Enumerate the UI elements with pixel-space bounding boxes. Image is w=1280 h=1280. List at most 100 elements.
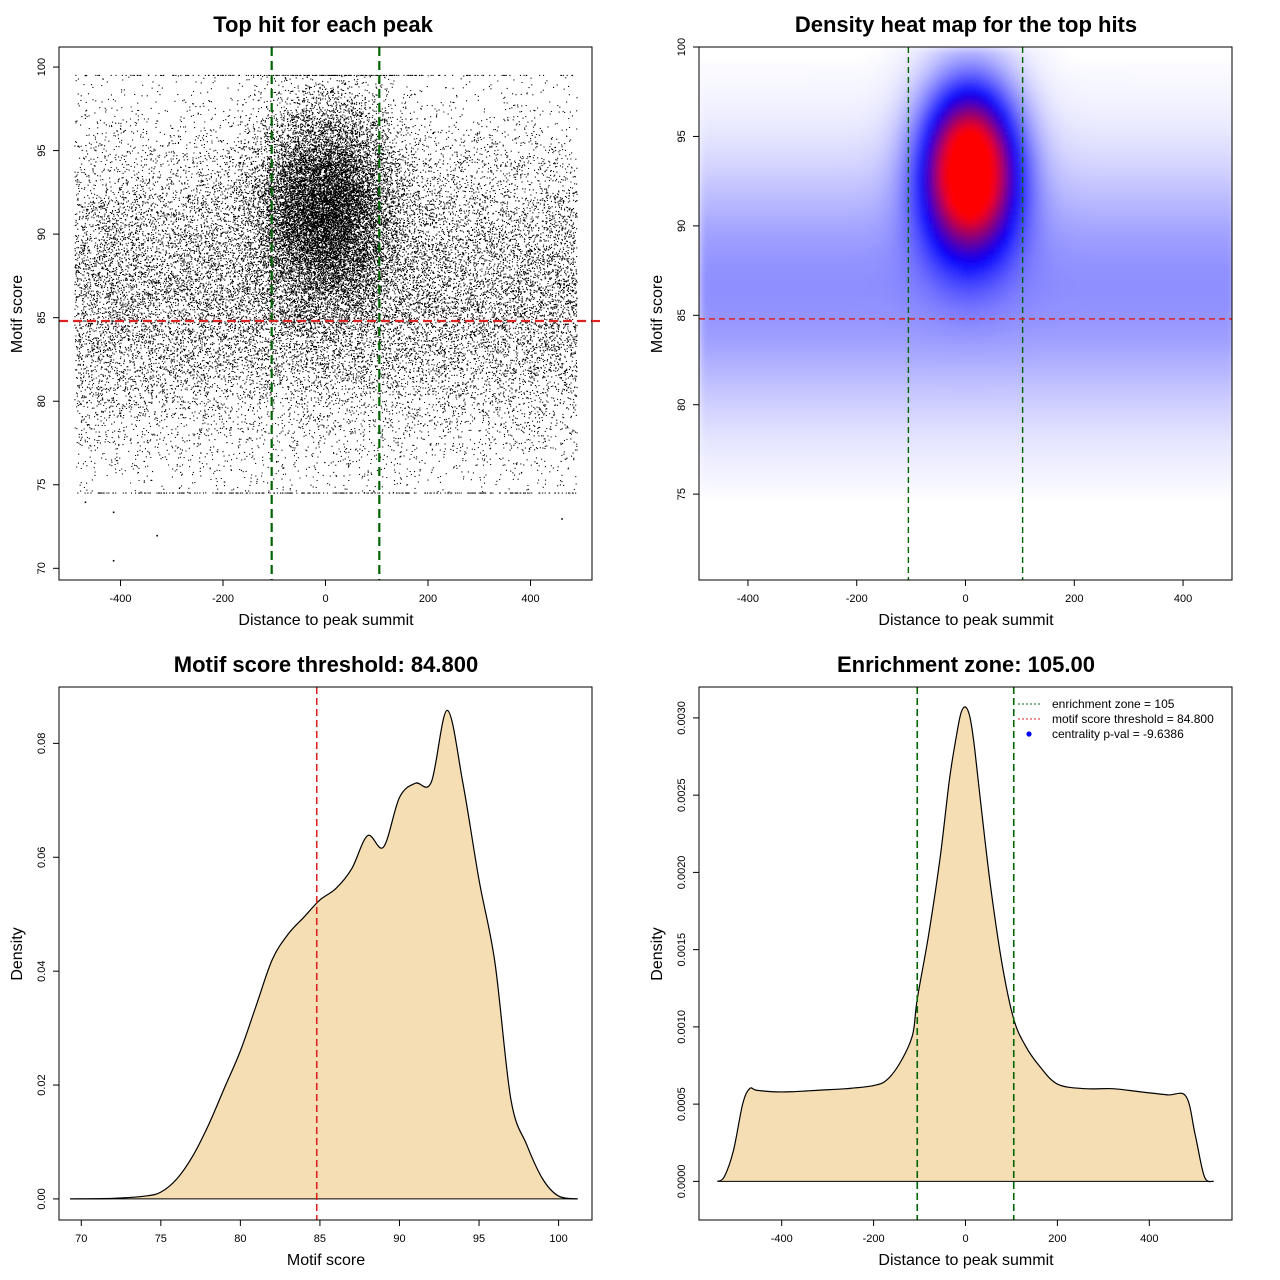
heatmap-cell bbox=[859, 199, 868, 208]
heatmap-cell bbox=[1179, 87, 1188, 96]
density-curve bbox=[717, 706, 1214, 1183]
heatmap-cell bbox=[899, 303, 908, 312]
heatmap-cell bbox=[1163, 207, 1172, 216]
heatmap-cell bbox=[1219, 239, 1228, 248]
heatmap-cell bbox=[1027, 407, 1036, 416]
heatmap-cell bbox=[955, 95, 964, 104]
heatmap-cell bbox=[803, 335, 812, 344]
heatmap-cell bbox=[1219, 399, 1228, 408]
heatmap-cell bbox=[811, 479, 820, 488]
heatmap-cell bbox=[1027, 143, 1036, 152]
heatmap-cell bbox=[1035, 399, 1044, 408]
heatmap-cell bbox=[867, 143, 876, 152]
heatmap-cell bbox=[875, 215, 884, 224]
heatmap-cell bbox=[771, 63, 780, 72]
heatmap-cell bbox=[923, 263, 932, 272]
heatmap-cell bbox=[819, 431, 828, 440]
heatmap-cell bbox=[1107, 103, 1116, 112]
heatmap-cell bbox=[923, 87, 932, 96]
heatmap-cell bbox=[1203, 239, 1212, 248]
heatmap-cell bbox=[779, 71, 788, 80]
heatmap-cell bbox=[1115, 271, 1124, 280]
heatmap-cell bbox=[1211, 143, 1220, 152]
heatmap-cell bbox=[1211, 63, 1220, 72]
heatmap-cell bbox=[771, 183, 780, 192]
heatmap-cell bbox=[1227, 207, 1232, 216]
heatmap-cell bbox=[1051, 359, 1060, 368]
heatmap-cell bbox=[835, 71, 844, 80]
heatmap-cell bbox=[811, 431, 820, 440]
heatmap-cell bbox=[955, 191, 964, 200]
heatmap-cell bbox=[1051, 239, 1060, 248]
heatmap-cell bbox=[1155, 479, 1164, 488]
heatmap-cell bbox=[1011, 295, 1020, 304]
heatmap-cell bbox=[779, 335, 788, 344]
heatmap-cell bbox=[803, 263, 812, 272]
heatmap-cell bbox=[715, 239, 724, 248]
heatmap-cell bbox=[1003, 231, 1012, 240]
heatmap-cell bbox=[1067, 271, 1076, 280]
heatmap-cell bbox=[979, 87, 988, 96]
heatmap-cell bbox=[1131, 327, 1140, 336]
heatmap-cell bbox=[1035, 303, 1044, 312]
heatmap-cell bbox=[1187, 103, 1196, 112]
heatmap-cell bbox=[1131, 351, 1140, 360]
heatmap-cell bbox=[939, 111, 948, 120]
heatmap-cell bbox=[715, 191, 724, 200]
heatmap-cell bbox=[835, 79, 844, 88]
x-tick-label: 75 bbox=[155, 1233, 167, 1245]
heatmap-cell bbox=[1163, 271, 1172, 280]
heatmap-cell bbox=[1075, 327, 1084, 336]
heatmap-cell bbox=[739, 375, 748, 384]
heatmap-cell bbox=[1219, 199, 1228, 208]
heatmap-cell bbox=[731, 119, 740, 128]
heatmap-cell bbox=[1059, 263, 1068, 272]
heatmap-cell bbox=[955, 263, 964, 272]
heatmap-cell bbox=[1195, 263, 1204, 272]
heatmap-cell bbox=[963, 143, 972, 152]
heatmap-cell bbox=[1147, 111, 1156, 120]
heatmap-cell bbox=[1003, 439, 1012, 448]
heatmap-cell bbox=[755, 455, 764, 464]
heatmap-cell bbox=[1099, 215, 1108, 224]
heatmap-cell bbox=[995, 223, 1004, 232]
heatmap-cell bbox=[931, 423, 940, 432]
heatmap-cell bbox=[787, 383, 796, 392]
heatmap-cell bbox=[891, 247, 900, 256]
heatmap-cell bbox=[835, 375, 844, 384]
heatmap-cell bbox=[1211, 343, 1220, 352]
heatmap-cell bbox=[755, 199, 764, 208]
heatmap-cell bbox=[1139, 183, 1148, 192]
heatmap-cell bbox=[923, 343, 932, 352]
heatmap-cell bbox=[1091, 135, 1100, 144]
heatmap-cell bbox=[779, 287, 788, 296]
y-tick-label: 75 bbox=[676, 488, 688, 500]
heatmap-cell bbox=[843, 391, 852, 400]
heatmap-cell bbox=[995, 87, 1004, 96]
heatmap-cell bbox=[763, 87, 772, 96]
heatmap-cell bbox=[1027, 439, 1036, 448]
heatmap-cell bbox=[803, 95, 812, 104]
heatmap-cell bbox=[1163, 327, 1172, 336]
heatmap-cell bbox=[1075, 375, 1084, 384]
heatmap-cell bbox=[723, 231, 732, 240]
heatmap-cell bbox=[763, 279, 772, 288]
heatmap-cell bbox=[1147, 471, 1156, 480]
heatmap-cell bbox=[723, 423, 732, 432]
heatmap-cell bbox=[899, 383, 908, 392]
heatmap-cell bbox=[1083, 479, 1092, 488]
heatmap-cell bbox=[763, 95, 772, 104]
heatmap-cell bbox=[971, 71, 980, 80]
heatmap-cell bbox=[907, 63, 916, 72]
heatmap-cell bbox=[931, 55, 940, 64]
heatmap-cell bbox=[1043, 447, 1052, 456]
heatmap-cell bbox=[1187, 391, 1196, 400]
heatmap-cell bbox=[883, 303, 892, 312]
heatmap-cell bbox=[763, 287, 772, 296]
heatmap-cell bbox=[1035, 199, 1044, 208]
heatmap-cell bbox=[1115, 103, 1124, 112]
heatmap-cell bbox=[803, 415, 812, 424]
heatmap-cell bbox=[1075, 231, 1084, 240]
heatmap-cell bbox=[915, 423, 924, 432]
heatmap-cell bbox=[1107, 199, 1116, 208]
